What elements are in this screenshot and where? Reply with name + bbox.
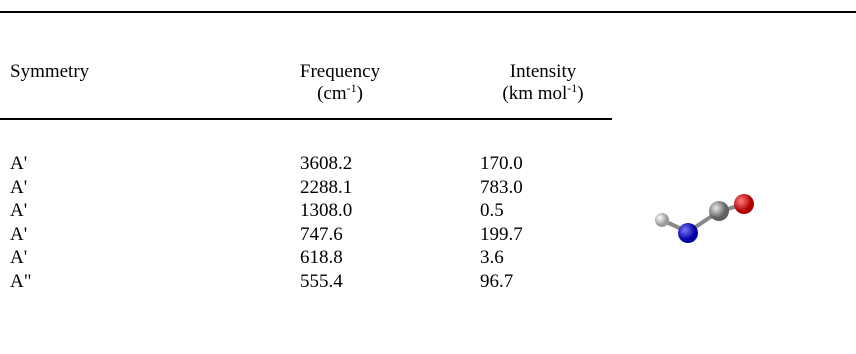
table-cell: A' <box>10 153 27 175</box>
molecule-image <box>640 180 770 260</box>
table-cell: A' <box>10 224 27 246</box>
table-cell: A' <box>10 247 27 269</box>
table-cell: 170.0 <box>480 153 523 175</box>
unit-prefix: (cm <box>317 83 347 104</box>
table-cell: 0.5 <box>480 200 504 222</box>
unit-superscript: -1 <box>347 81 357 95</box>
table-cell: 747.6 <box>300 224 343 246</box>
column-header: Frequency(cm-1) <box>260 61 420 105</box>
table-cell: 618.8 <box>300 247 343 269</box>
header-rule <box>0 118 612 120</box>
header-label: Intensity <box>463 61 623 83</box>
table-cell: 783.0 <box>480 177 523 199</box>
column-header: Intensity(km mol-1) <box>463 61 623 105</box>
table-cell: 1308.0 <box>300 200 352 222</box>
table-cell: 2288.1 <box>300 177 352 199</box>
table-cell: 3608.2 <box>300 153 352 175</box>
table-cell: 199.7 <box>480 224 523 246</box>
table-cell: 555.4 <box>300 271 343 293</box>
unit-prefix: (km mol <box>502 83 567 104</box>
unit-suffix: ) <box>357 83 363 104</box>
unit-superscript: -1 <box>567 81 577 95</box>
page: SymmetryFrequency(cm-1)Intensity(km mol-… <box>0 0 856 354</box>
table-cell: 96.7 <box>480 271 513 293</box>
header-label: Frequency <box>260 61 420 83</box>
top-rule <box>0 11 856 13</box>
table-cell: 3.6 <box>480 247 504 269</box>
column-header: Symmetry <box>10 61 89 83</box>
table-cell: A" <box>10 271 31 293</box>
table-cell: A' <box>10 177 27 199</box>
header-unit: (km mol-1) <box>463 83 623 105</box>
table-cell: A' <box>10 200 27 222</box>
header-unit: (cm-1) <box>260 83 420 105</box>
unit-suffix: ) <box>577 83 583 104</box>
